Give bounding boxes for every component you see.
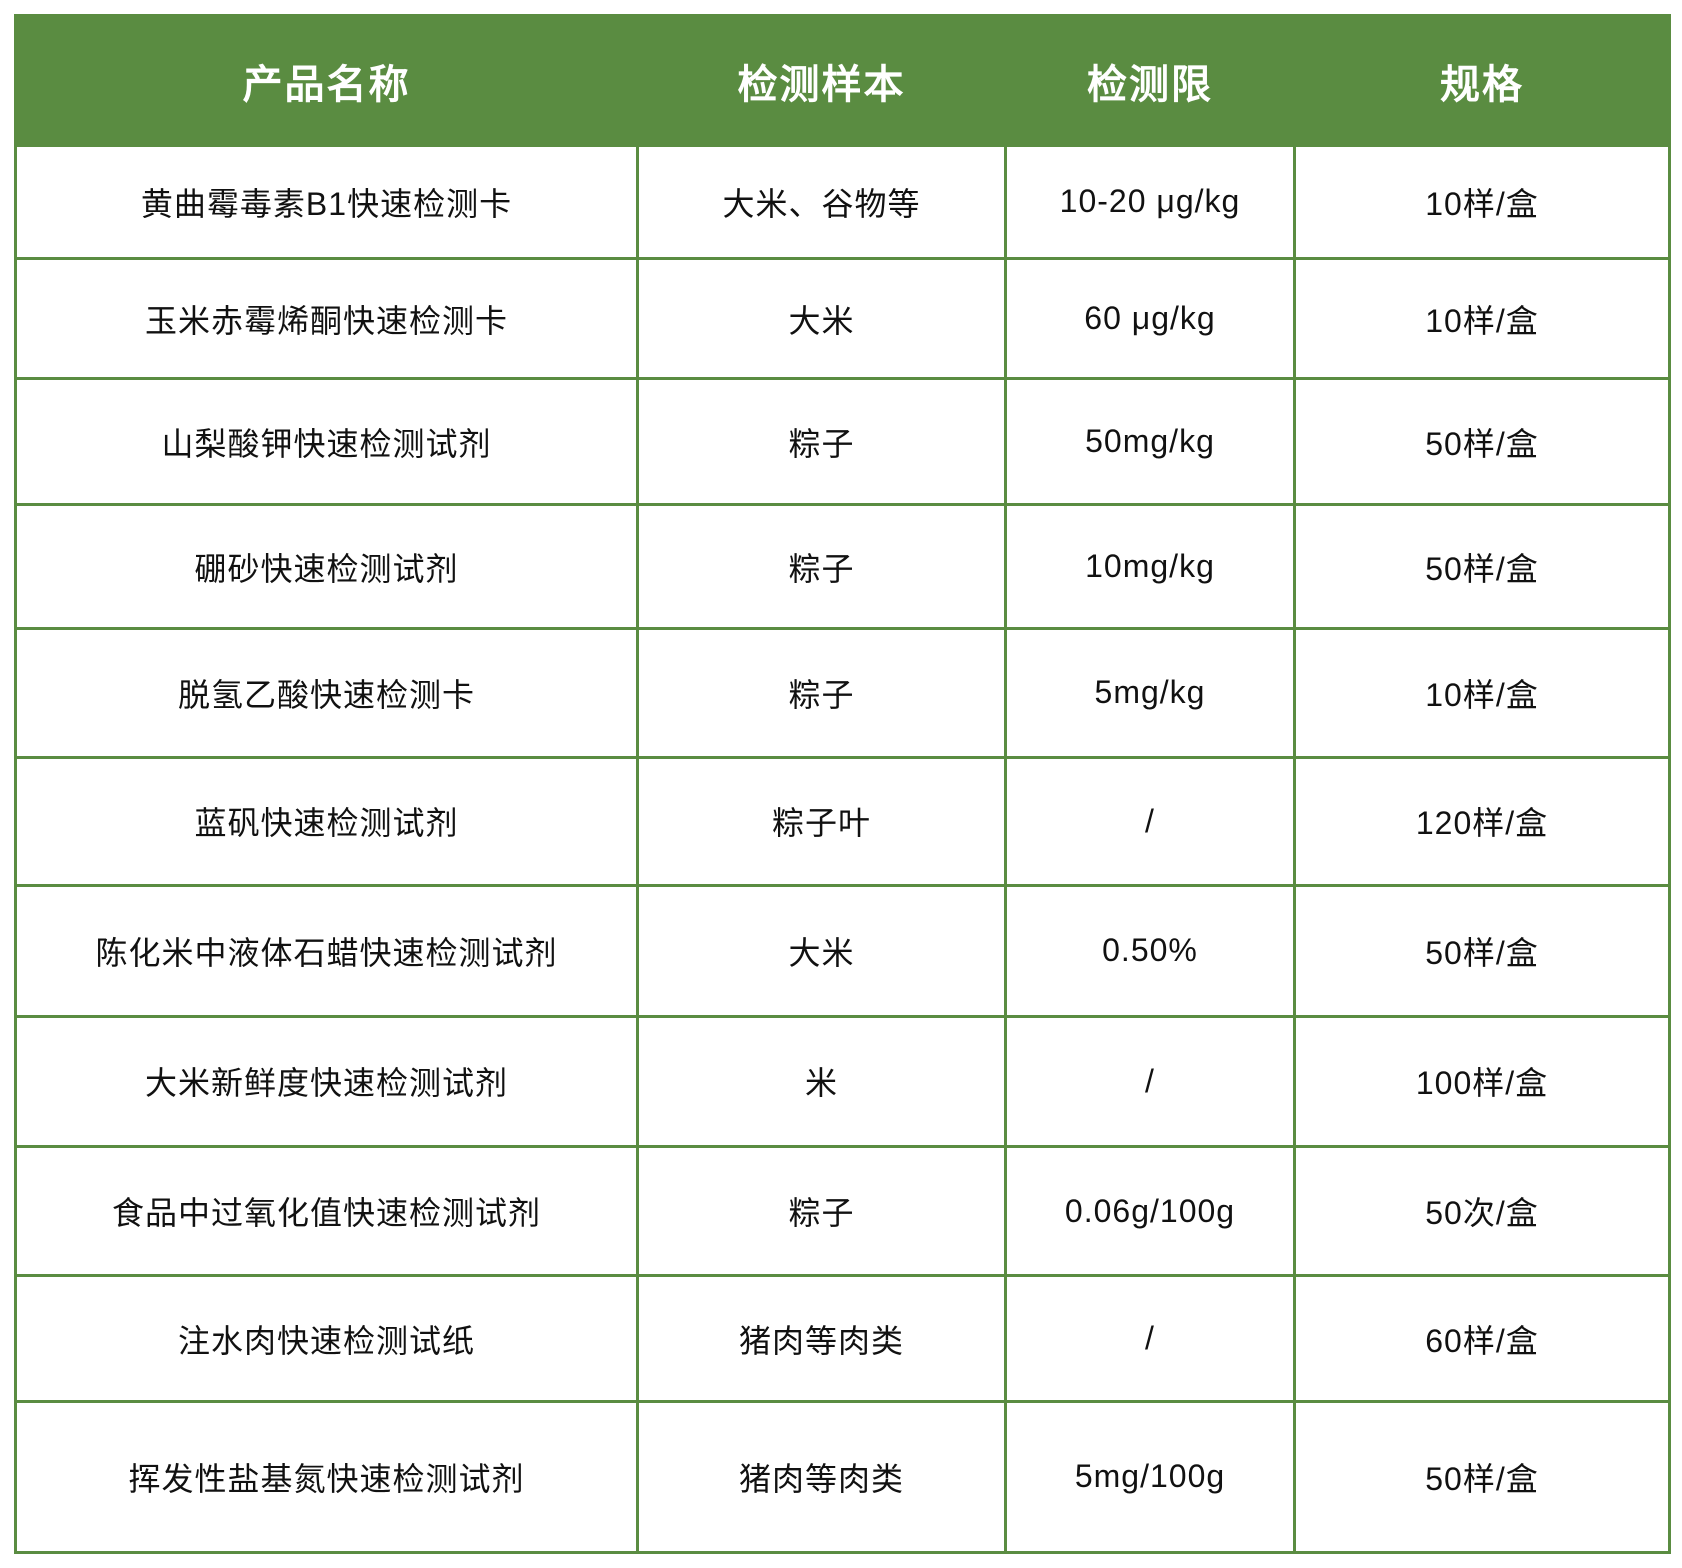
product-name-cell: 蓝矾快速检测试剂 — [14, 755, 639, 887]
sample-cell: 米 — [636, 1014, 1007, 1149]
column-header-specification: 规格 — [1293, 14, 1671, 147]
table-row: 脱氢乙酸快速检测卡 粽子 5mg/kg 10样/盒 — [14, 627, 1671, 759]
spec-cell: 50次/盒 — [1293, 1145, 1671, 1278]
table-header-row: 产品名称 检测样本 检测限 规格 — [14, 14, 1671, 147]
sample-cell: 粽子 — [636, 1145, 1007, 1278]
detection-limit-cell: 0.50% — [1004, 883, 1296, 1018]
sample-cell: 粽子 — [636, 377, 1007, 507]
product-name-cell: 陈化米中液体石蜡快速检测试剂 — [14, 883, 639, 1018]
table-row: 黄曲霉毒素B1快速检测卡 大米、谷物等 10-20 μg/kg 10样/盒 — [14, 144, 1671, 260]
detection-limit-cell: 0.06g/100g — [1004, 1145, 1296, 1278]
sample-cell: 粽子 — [636, 627, 1007, 759]
spec-cell: 50样/盒 — [1293, 1399, 1671, 1555]
product-name-cell: 食品中过氧化值快速检测试剂 — [14, 1145, 639, 1278]
detection-limit-cell: 10-20 μg/kg — [1004, 144, 1296, 260]
table-row: 陈化米中液体石蜡快速检测试剂 大米 0.50% 50样/盒 — [14, 883, 1671, 1018]
products-table: 产品名称 检测样本 检测限 规格 黄曲霉毒素B1快速检测卡 大米、谷物等 10-20… — [14, 14, 1671, 1555]
spec-cell: 50样/盒 — [1293, 503, 1671, 631]
spec-cell: 10样/盒 — [1293, 256, 1671, 381]
spec-cell: 100样/盒 — [1293, 1014, 1671, 1149]
detection-limit-cell: 10mg/kg — [1004, 503, 1296, 631]
sample-cell: 猪肉等肉类 — [636, 1274, 1007, 1403]
sample-cell: 猪肉等肉类 — [636, 1399, 1007, 1555]
detection-limit-cell: / — [1004, 755, 1296, 887]
column-header-test-sample: 检测样本 — [636, 14, 1007, 147]
detection-limit-cell: / — [1004, 1014, 1296, 1149]
table-row: 玉米赤霉烯酮快速检测卡 大米 60 μg/kg 10样/盒 — [14, 256, 1671, 381]
detection-limit-cell: / — [1004, 1274, 1296, 1403]
detection-limit-cell: 5mg/kg — [1004, 627, 1296, 759]
table-row: 注水肉快速检测试纸 猪肉等肉类/60样/盒 — [14, 1274, 1671, 1403]
product-name-cell: 大米新鲜度快速检测试剂 — [14, 1014, 639, 1149]
product-name-cell: 玉米赤霉烯酮快速检测卡 — [14, 256, 639, 381]
table-row: 硼砂快速检测试剂 粽子 10mg/kg 50样/盒 — [14, 503, 1671, 631]
product-name-cell: 注水肉快速检测试纸 — [14, 1274, 639, 1403]
product-name-cell: 硼砂快速检测试剂 — [14, 503, 639, 631]
spec-cell: 10样/盒 — [1293, 627, 1671, 759]
sample-cell: 大米 — [636, 883, 1007, 1018]
spec-cell: 120样/盒 — [1293, 755, 1671, 887]
detection-limit-cell: 60 μg/kg — [1004, 256, 1296, 381]
spec-cell: 10样/盒 — [1293, 144, 1671, 260]
table-row: 蓝矾快速检测试剂 粽子叶/120样/盒 — [14, 755, 1671, 887]
column-header-product-name: 产品名称 — [14, 14, 639, 147]
detection-limit-cell: 5mg/100g — [1004, 1399, 1296, 1555]
table-body: 黄曲霉毒素B1快速检测卡 大米、谷物等 10-20 μg/kg 10样/盒 玉米赤霉烯酮… — [14, 144, 1671, 1555]
product-name-cell: 黄曲霉毒素B1快速检测卡 — [14, 144, 639, 260]
spec-cell: 50样/盒 — [1293, 377, 1671, 507]
detection-limit-cell: 50mg/kg — [1004, 377, 1296, 507]
product-name-cell: 挥发性盐基氮快速检测试剂 — [14, 1399, 639, 1555]
table-row: 山梨酸钾快速检测试剂 粽子 50mg/kg 50样/盒 — [14, 377, 1671, 507]
sample-cell: 大米 — [636, 256, 1007, 381]
spec-cell: 60样/盒 — [1293, 1274, 1671, 1403]
product-name-cell: 脱氢乙酸快速检测卡 — [14, 627, 639, 759]
column-header-detection-limit: 检测限 — [1004, 14, 1296, 147]
sample-cell: 大米、谷物等 — [636, 144, 1007, 260]
spec-cell: 50样/盒 — [1293, 883, 1671, 1018]
sample-cell: 粽子叶 — [636, 755, 1007, 887]
table-row: 挥发性盐基氮快速检测试剂 猪肉等肉类 5mg/100g 50样/盒 — [14, 1399, 1671, 1555]
table-row: 食品中过氧化值快速检测试剂 粽子 0.06g/100g 50次/盒 — [14, 1145, 1671, 1278]
product-name-cell: 山梨酸钾快速检测试剂 — [14, 377, 639, 507]
table-row: 大米新鲜度快速检测试剂米/100样/盒 — [14, 1014, 1671, 1149]
sample-cell: 粽子 — [636, 503, 1007, 631]
